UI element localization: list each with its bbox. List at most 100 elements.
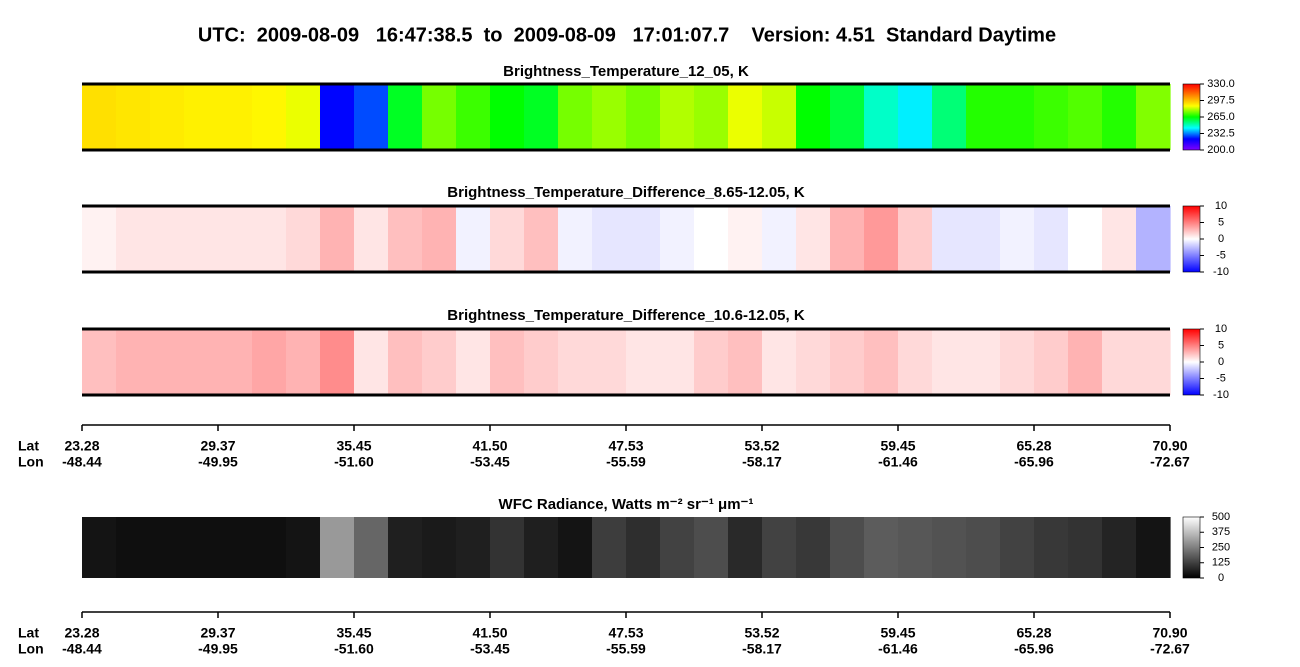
heatmap-cell [320,84,355,150]
lat-tick-label: 23.28 [64,438,99,454]
lat-tick-label: 59.45 [880,438,915,454]
heatmap-cell [694,329,729,395]
heatmap-cell [694,206,729,272]
heatmap-cell [1102,517,1137,578]
lat-tick-label: 41.50 [472,625,507,641]
heatmap-cell [864,517,899,578]
panel-title: Brightness_Temperature_12_05, K [503,63,749,80]
heatmap-cell [626,206,661,272]
heatmap-cell [796,329,831,395]
heatmap-cell [286,206,321,272]
heatmap-cell [490,329,525,395]
lat-tick-label: 47.53 [608,438,643,454]
heatmap-cell [1034,84,1069,150]
heatmap-cell [320,206,355,272]
panel-title: Brightness_Temperature_Difference_10.6-1… [447,307,805,324]
heatmap-cell [1068,329,1103,395]
lat-tick-label: 35.45 [336,625,371,641]
colorbar-tick-label: 0 [1218,572,1224,584]
heatmap-cell [82,206,117,272]
heatmap-cell [1068,517,1103,578]
heatmap-cell [864,329,899,395]
heatmap-cell [1136,206,1171,272]
colorbar-tick-label: 250 [1212,541,1230,553]
heatmap-cell [592,517,627,578]
heatmap-cell [422,329,457,395]
heatmap-cell [660,329,695,395]
lon-tick-label: -72.67 [1150,454,1190,470]
heatmap-cell [626,329,661,395]
lon-tick-label: -48.44 [62,454,102,470]
heatmap-cell [524,206,559,272]
heatmap-cell [1136,517,1171,578]
heatmap-cell [762,206,797,272]
lon-tick-label: -65.96 [1014,454,1054,470]
colorbar [1182,516,1201,579]
lat-tick-label: 23.28 [64,625,99,641]
colorbar-tick-label: 5 [1218,216,1224,228]
heatmap-cell [150,84,185,150]
heatmap-cell [762,84,797,150]
heatmap-cell [286,84,321,150]
heatmap-cell [1034,329,1069,395]
heatmap-cell [422,206,457,272]
heatmap-cell [388,84,423,150]
heatmap-cell [286,329,321,395]
heatmap-cell [1000,84,1035,150]
heatmap-cell [966,329,1001,395]
lat-tick-label: 70.90 [1152,625,1187,641]
heatmap-cell [218,517,253,578]
lon-tick-label: -58.17 [742,641,782,657]
lat-tick-label: 41.50 [472,438,507,454]
heatmap-cell [626,84,661,150]
heatmap-cell [898,84,933,150]
heatmap-cell [558,206,593,272]
colorbar [1182,205,1201,273]
heatmap-cell [694,84,729,150]
lat-tick-label: 35.45 [336,438,371,454]
heatmap-cell [1068,206,1103,272]
heatmap-cell [320,329,355,395]
heatmap-cell [218,206,253,272]
colorbar-tick-label: 10 [1215,200,1227,212]
heatmap-cell [456,517,491,578]
heatmap-cell [150,517,185,578]
lon-tick-label: -58.17 [742,454,782,470]
heatmap-cell [218,84,253,150]
heatmap-cell [762,329,797,395]
heatmap-cell [694,517,729,578]
heatmap-cell [1034,206,1069,272]
lat-tick-label: 70.90 [1152,438,1187,454]
colorbar-tick-label: 297.5 [1207,94,1235,106]
colorbar [1182,83,1201,151]
lon-tick-label: -51.60 [334,641,374,657]
heatmap-cell [116,84,151,150]
heatmap-cell [1102,84,1137,150]
heatmap-cell [1136,84,1171,150]
heatmap-cell [864,84,899,150]
lon-tick-label: -61.46 [878,454,918,470]
heatmap-cell [150,206,185,272]
colorbar-tick-label: 10 [1215,323,1227,335]
heatmap-cell [728,206,763,272]
heatmap-cell [490,84,525,150]
heatmap-cell [184,329,219,395]
lon-tick-label: -55.59 [606,641,646,657]
heatmap-cell [286,517,321,578]
heatmap-cell [1102,329,1137,395]
colorbar-tick-label: -10 [1213,266,1229,278]
lon-tick-label: -55.59 [606,454,646,470]
heatmap-cell [660,517,695,578]
heatmap-cell [116,206,151,272]
heatmap-cell [660,84,695,150]
heatmap-cell [932,517,967,578]
heatmap-cell [354,84,389,150]
lon-tick-label: -53.45 [470,641,510,657]
panel-title: Brightness_Temperature_Difference_8.65-1… [447,184,805,201]
heatmap-cell [1136,329,1171,395]
lon-tick-label: -49.95 [198,454,238,470]
colorbar [1182,328,1201,396]
colorbar-tick-label: 375 [1212,526,1230,538]
heatmap-cell [82,329,117,395]
heatmap-cell [592,329,627,395]
